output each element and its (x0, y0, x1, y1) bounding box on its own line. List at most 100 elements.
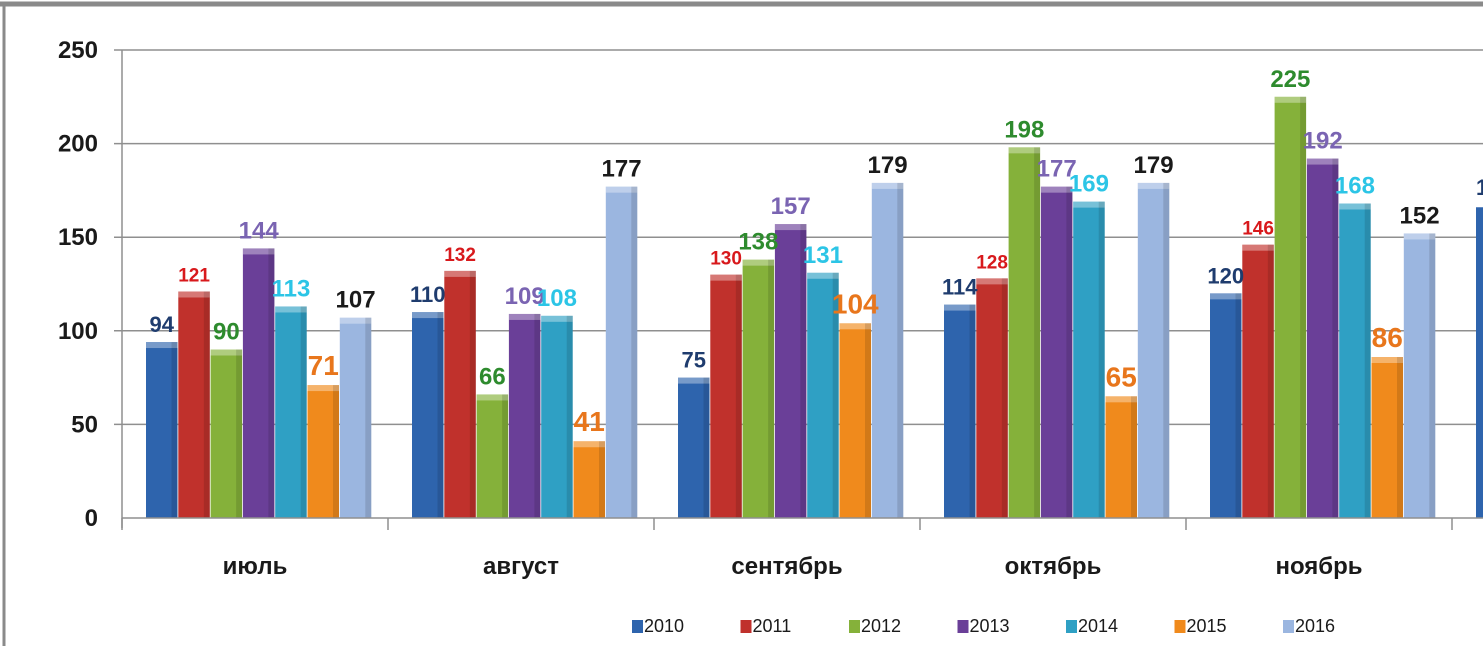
bar-2013-ноябрь (1306, 158, 1339, 519)
bar-side-shade (1131, 396, 1137, 518)
data-label-2015-август: 41 (574, 406, 605, 437)
bar-side-shade (969, 304, 976, 518)
bar-side-shade (897, 182, 904, 519)
bar-top-highlight (1073, 201, 1105, 208)
bar-top-highlight (339, 317, 372, 324)
x-tick-label-июль: июль (223, 553, 288, 580)
bar-top-highlight (1008, 147, 1041, 154)
bar-side-shade (800, 224, 807, 518)
bar-top-highlight (178, 291, 210, 298)
bar-side-shade (1098, 201, 1105, 518)
bar-2013-октябрь (1040, 186, 1073, 518)
bar-2014-июль (275, 306, 307, 518)
x-tick-label-октябрь: октябрь (1005, 553, 1102, 580)
bar-top-highlight (1274, 96, 1307, 103)
bar-top-highlight (710, 274, 742, 281)
y-tick-label: 0 (85, 505, 98, 532)
bar-side-shade (236, 349, 243, 518)
data-label-2012-ноябрь: 225 (1270, 66, 1310, 93)
bar-2011-сентябрь (710, 274, 742, 518)
legend-label-2014: 2014 (1078, 616, 1118, 636)
data-label-2013-ноябрь: 192 (1303, 128, 1343, 155)
bar-top-highlight (839, 323, 871, 330)
data-label-2011-октябрь: 128 (976, 252, 1008, 273)
data-label-2010-август: 110 (410, 282, 446, 307)
bar-2011-ноябрь (1242, 244, 1274, 519)
bar-side-shade (365, 317, 372, 518)
bar-side-shade (1267, 244, 1274, 519)
bar-side-shade (300, 306, 307, 518)
data-label-2013-июль: 144 (239, 217, 280, 244)
bar-top-highlight (1339, 203, 1371, 210)
legend-swatch-2016 (1283, 620, 1294, 633)
bar-2012-октябрь (1008, 147, 1041, 518)
bar-2014-октябрь (1073, 201, 1105, 518)
data-label-2011-июль: 121 (178, 265, 210, 286)
data-label-2014-август: 108 (537, 285, 577, 312)
bar-2015-июль (307, 385, 339, 518)
bar-top-highlight (807, 272, 839, 279)
bar-2015-октябрь (1105, 396, 1137, 518)
data-label-2016-сентябрь: 179 (868, 152, 908, 179)
bar-2014-ноябрь (1339, 203, 1371, 518)
bar-top-highlight (976, 278, 1008, 285)
bar-side-shade (203, 291, 210, 518)
bar-side-shade (469, 270, 476, 518)
data-label-2016-июль: 107 (336, 287, 376, 314)
data-label-2011-август: 132 (444, 245, 476, 266)
bar-2012-июль (210, 349, 243, 518)
data-label-2013-сентябрь: 157 (771, 193, 811, 220)
bars (146, 96, 1483, 519)
bar-2010-сентябрь (678, 377, 710, 518)
data-label-2016-август: 177 (602, 156, 642, 183)
legend-label-2016: 2016 (1295, 616, 1335, 636)
bar-2012-сентябрь (742, 259, 775, 518)
bar-side-shade (1300, 96, 1307, 519)
data-label-2010-октябрь: 114 (942, 275, 978, 300)
bar-top-highlight (412, 312, 444, 319)
data-label-2015-июль: 71 (308, 350, 339, 381)
legend-swatch-2015 (1174, 620, 1186, 633)
bar-side-shade (1034, 147, 1041, 518)
bar-2015-август (573, 441, 605, 518)
bar-side-shade (1001, 278, 1008, 518)
y-tick-label: 50 (71, 411, 98, 438)
data-label-2013-август: 109 (505, 283, 545, 310)
bar-top-highlight (541, 315, 573, 322)
bar-top-highlight (307, 385, 339, 392)
bar-2010-август (412, 312, 444, 518)
bar-side-shade (502, 394, 509, 518)
bar-top-highlight (1137, 182, 1170, 189)
bar-2011-октябрь (976, 278, 1008, 518)
data-label-2013-октябрь: 177 (1037, 156, 1077, 183)
bar-2011-август (444, 270, 476, 518)
bar-2014-август (541, 315, 573, 518)
bar-top-highlight (1210, 293, 1242, 300)
bar-top-highlight (774, 224, 807, 231)
bar-top-highlight (210, 349, 243, 356)
bar-side-shade (631, 186, 638, 518)
bar-2016-ноябрь (1403, 233, 1436, 518)
legend-swatch-2014 (1066, 620, 1077, 633)
data-label-2011-сентябрь: 130 (710, 249, 742, 270)
legend-label-2011: 2011 (753, 616, 792, 636)
bar-side-shade (1235, 293, 1242, 518)
y-tick-label: 100 (58, 318, 98, 345)
bar-top-highlight (508, 313, 541, 320)
bar-top-highlight (871, 182, 904, 189)
legend-label-2010: 2010 (644, 616, 684, 636)
bar-2016-июль (339, 317, 372, 518)
x-tick-label-сентябрь: сентябрь (731, 553, 842, 580)
legend-swatch-2012 (849, 620, 860, 633)
data-label-2010-ноябрь: 120 (1207, 263, 1244, 288)
bar-top-highlight (476, 394, 509, 401)
bar-side-shade (832, 272, 839, 518)
y-tick-label: 150 (58, 224, 98, 251)
y-tick-label: 200 (58, 131, 98, 158)
bar-top-highlight (1242, 244, 1274, 251)
data-label-2016-ноябрь: 152 (1400, 202, 1440, 229)
bar-side-shade (599, 441, 605, 518)
bar-side-shade (1397, 357, 1403, 518)
